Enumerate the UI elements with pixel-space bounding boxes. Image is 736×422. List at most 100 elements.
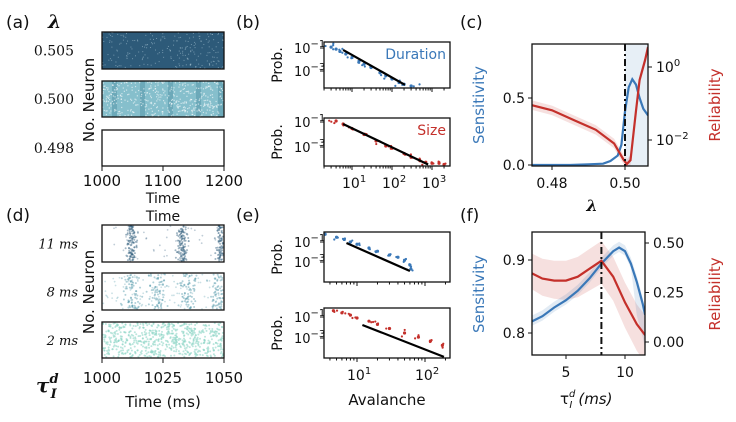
spike [111, 297, 114, 299]
spike [160, 40, 162, 42]
spike [136, 231, 139, 234]
spike [213, 291, 216, 294]
spike [193, 51, 195, 53]
spike [164, 300, 166, 303]
spike [183, 239, 186, 242]
spike [219, 275, 222, 278]
plot-frame [323, 231, 451, 283]
spike [102, 302, 105, 305]
spike [205, 38, 207, 40]
spike [176, 105, 178, 107]
spike [135, 292, 138, 295]
spike [218, 237, 221, 240]
spike [178, 57, 180, 59]
spike [150, 102, 153, 105]
spike [126, 82, 128, 84]
spike [150, 95, 152, 97]
spike [122, 87, 124, 89]
spike [130, 99, 133, 101]
spike [214, 291, 217, 294]
spike [125, 36, 127, 38]
spike [213, 277, 216, 280]
spike [180, 259, 183, 262]
spike [195, 107, 197, 109]
spike [107, 352, 110, 355]
spike [180, 102, 182, 105]
spike [129, 335, 132, 338]
spike [215, 246, 218, 249]
spike [142, 341, 145, 344]
spike [126, 239, 128, 241]
spike [208, 63, 210, 65]
spike [208, 36, 210, 38]
spike [147, 44, 149, 46]
spike [189, 289, 192, 292]
spike [131, 248, 134, 251]
spike [175, 232, 178, 235]
spike [146, 47, 148, 49]
tau-sup: d [49, 372, 58, 387]
tau-sup: d [569, 389, 576, 400]
spike [158, 281, 161, 284]
spike [222, 39, 224, 41]
spike [203, 93, 205, 95]
spike [103, 100, 105, 102]
spike [182, 54, 184, 56]
spike [218, 240, 221, 243]
spike [146, 324, 149, 327]
spike [123, 283, 126, 286]
spike [156, 303, 159, 306]
spike [109, 323, 112, 326]
spike [167, 330, 170, 333]
spike [135, 297, 138, 300]
spike [205, 99, 207, 102]
spike [216, 342, 219, 345]
spike [191, 103, 194, 105]
spike [106, 296, 109, 299]
spike [148, 88, 150, 90]
spike [203, 338, 206, 341]
spike [124, 278, 127, 281]
spike [183, 106, 185, 108]
spike [178, 240, 181, 243]
spike [122, 326, 125, 329]
spike [159, 351, 162, 354]
spike [162, 289, 165, 292]
spike [113, 54, 115, 56]
spike [213, 304, 216, 307]
spike [134, 235, 137, 238]
spike [178, 292, 181, 295]
spike [198, 345, 201, 348]
spike [188, 289, 191, 292]
spike [208, 324, 211, 327]
spike [189, 287, 192, 290]
x-axis-label: Time [145, 191, 180, 207]
spike [166, 345, 169, 348]
x-tick-label: 102 [415, 366, 439, 384]
spike [180, 247, 183, 250]
plot-frame [323, 117, 451, 167]
spike [220, 226, 223, 229]
spike [137, 89, 140, 92]
x-tick-label: 0.48 [536, 176, 567, 192]
spike [169, 50, 171, 52]
spike [133, 231, 136, 234]
spike [176, 234, 179, 237]
spike [189, 306, 192, 309]
spike [182, 225, 185, 228]
spike [219, 287, 222, 290]
spike [188, 279, 191, 282]
spike [180, 284, 183, 287]
spike [156, 293, 159, 296]
spike [198, 109, 201, 111]
spike [208, 85, 210, 88]
spike [163, 294, 166, 296]
data-point [428, 340, 432, 344]
spike [106, 349, 109, 352]
spike [126, 259, 129, 262]
spike [121, 307, 124, 310]
spike [178, 230, 181, 233]
y-axis-label: Prob. [270, 315, 286, 351]
spike [164, 249, 166, 252]
spike [217, 104, 219, 106]
